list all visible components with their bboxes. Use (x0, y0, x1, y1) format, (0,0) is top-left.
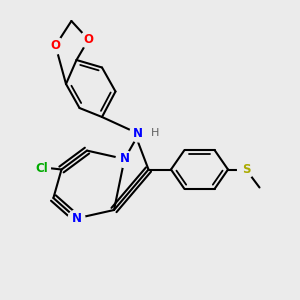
Text: N: N (133, 127, 143, 140)
Text: N: N (119, 152, 130, 166)
Text: N: N (71, 212, 82, 225)
Text: O: O (50, 39, 61, 52)
Circle shape (34, 160, 50, 176)
Circle shape (80, 31, 97, 48)
Text: O: O (83, 33, 94, 46)
Text: H: H (151, 128, 160, 139)
Text: Cl: Cl (36, 161, 48, 175)
Text: S: S (242, 163, 250, 176)
Circle shape (68, 210, 85, 227)
Circle shape (47, 37, 64, 54)
Circle shape (130, 125, 146, 142)
Circle shape (116, 151, 133, 167)
Circle shape (238, 161, 254, 178)
